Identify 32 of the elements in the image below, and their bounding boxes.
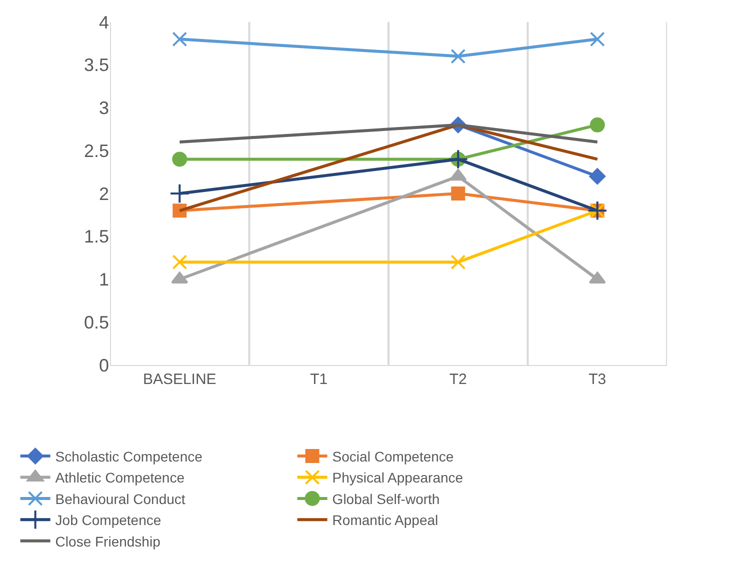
point xyxy=(170,183,190,204)
point xyxy=(451,186,466,200)
legend-label: Behavioural Conduct xyxy=(55,490,186,507)
x-tick-label: T2 xyxy=(449,371,467,388)
y-tick-label: 4 xyxy=(98,12,109,32)
point xyxy=(172,32,188,47)
legend-label: Close Friendship xyxy=(55,533,161,550)
legend-label: Athletic Competence xyxy=(55,470,185,486)
point xyxy=(589,168,606,184)
point xyxy=(172,254,188,270)
legend-label: Scholastic Competence xyxy=(55,448,203,465)
legend-label: Physical Appearance xyxy=(332,470,464,486)
legend-label: Global Self-worth xyxy=(332,490,440,507)
y-tick-label: 1.5 xyxy=(84,226,109,247)
y-tick-label: 0.5 xyxy=(84,312,109,332)
legend-label: Romantic Appeal xyxy=(332,512,438,528)
x-tick-label: T3 xyxy=(588,371,606,388)
y-tick-label: 1 xyxy=(98,270,109,290)
legend-label: Job Competence xyxy=(55,512,162,528)
point xyxy=(590,32,605,47)
y-tick-label: 3.5 xyxy=(84,55,109,76)
point xyxy=(450,48,466,64)
legend-label: Social Competence xyxy=(332,448,454,465)
point xyxy=(450,254,466,270)
x-tick-label: T1 xyxy=(310,371,328,388)
x-tick-label: BASELINE xyxy=(142,371,216,388)
point xyxy=(172,152,188,167)
y-tick-label: 3 xyxy=(98,98,109,118)
y-tick-label: 2 xyxy=(98,184,109,204)
y-tick-label: 0 xyxy=(98,355,109,376)
y-tick-label: 2.5 xyxy=(84,140,109,161)
point xyxy=(590,117,605,132)
